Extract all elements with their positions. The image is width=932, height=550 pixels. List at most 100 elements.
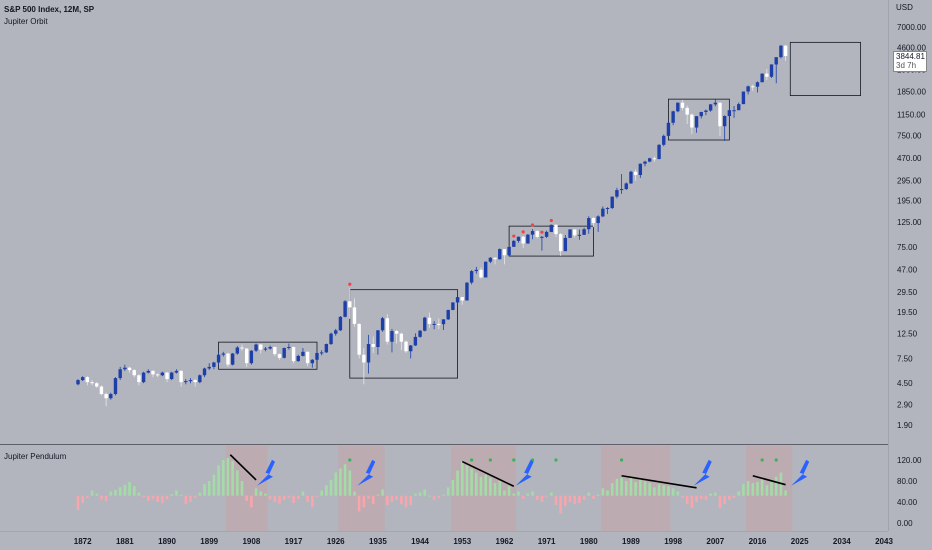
green-dot [619, 458, 624, 462]
histogram-bar [437, 495, 441, 498]
histogram-bar [184, 495, 188, 505]
histogram-bar [526, 493, 530, 496]
candle-body [273, 346, 277, 355]
candle-body [591, 218, 596, 224]
histogram-bar [165, 495, 169, 500]
histogram-bar [568, 495, 572, 502]
chart-title: S&P 500 Index, 12M, SP [4, 5, 95, 14]
candle-body [540, 236, 544, 238]
candle-body [305, 351, 310, 364]
candle-body [390, 331, 394, 342]
candle-body [432, 323, 436, 325]
blue-arrow-shape [515, 459, 534, 486]
blue-arrow-shape [257, 459, 276, 486]
histogram-bar [264, 493, 267, 496]
candle-body [221, 353, 225, 355]
candle-body [441, 319, 446, 325]
histogram-bar [86, 495, 89, 498]
histogram-bar [245, 495, 248, 501]
histogram-bar [709, 493, 712, 496]
histogram-bar [629, 476, 633, 496]
candle-body [423, 317, 427, 331]
candle-body [90, 382, 94, 384]
histogram-bar [564, 495, 567, 507]
time-tick-label: 1872 [74, 537, 92, 546]
red-dot [348, 282, 352, 286]
candle-body [657, 144, 661, 160]
candle-body [535, 231, 539, 237]
blue-arrow [515, 459, 534, 486]
time-tick-label: 1953 [453, 537, 471, 546]
candle-body [76, 380, 80, 385]
histogram-bar [132, 486, 136, 496]
price-tick-label: 47.00 [897, 266, 918, 275]
candle-body [755, 82, 760, 87]
trendline [229, 454, 257, 481]
candle-body [104, 394, 108, 399]
histogram-bar [409, 495, 413, 506]
candle-body [324, 344, 329, 353]
time-tick-label: 1899 [200, 537, 218, 546]
histogram-bar [723, 495, 726, 505]
histogram-bar [634, 482, 637, 496]
histogram-bar [198, 492, 202, 496]
histogram-bar [695, 495, 698, 502]
candle-body [460, 297, 464, 301]
candle-body [783, 45, 788, 57]
candle-body [601, 208, 605, 217]
histogram-bar [418, 492, 422, 496]
candle-body [610, 196, 614, 208]
histogram-bar [503, 490, 506, 496]
histogram-bar [521, 495, 525, 499]
histogram-bar [151, 495, 155, 499]
candle-body [619, 189, 624, 191]
candle-body [558, 234, 563, 252]
blue-arrow-shape [357, 459, 376, 486]
candle-body [483, 261, 488, 278]
candle-body [160, 372, 165, 376]
histogram-bar [456, 470, 459, 496]
currency-label: USD [896, 3, 913, 12]
indicator-name-pendulum[interactable]: Jupiter Pendulum [4, 452, 67, 461]
trendlines [229, 454, 786, 489]
time-tick-label: 1917 [285, 537, 303, 546]
histogram-bar [535, 495, 539, 500]
candle-body [779, 45, 783, 58]
histogram-bar [137, 492, 141, 496]
shaded-zone [450, 446, 516, 531]
candle-body [751, 86, 755, 88]
blue-arrow-shape [791, 459, 810, 486]
candle-body [498, 249, 502, 260]
histogram-bar [549, 492, 553, 496]
histogram-bar [311, 495, 314, 508]
histogram-bar [353, 491, 356, 496]
candle-body [694, 116, 699, 128]
candle-body [319, 352, 324, 354]
green-dot [554, 458, 558, 462]
histogram-bar [498, 481, 502, 496]
candle-body [633, 171, 638, 176]
candle-body [629, 171, 633, 184]
price-tick-label: 7.50 [897, 354, 913, 363]
candle-body [141, 372, 146, 383]
candle-body [526, 234, 530, 244]
candle-body [699, 111, 703, 117]
green-dot [512, 458, 516, 462]
histogram-bar [381, 489, 384, 496]
histogram-bar [100, 495, 103, 500]
candle-body [249, 350, 254, 364]
blue-arrow [257, 459, 276, 486]
histogram-bar [357, 495, 361, 512]
histogram-bar [507, 486, 511, 496]
price-tick-label: 4600.00 [897, 43, 926, 52]
candle-body [690, 114, 694, 128]
histogram-bar [123, 484, 127, 496]
indicator-name-main[interactable]: Jupiter Orbit [4, 17, 48, 26]
candle-body [512, 240, 516, 247]
histogram-bar [259, 491, 263, 496]
time-tick-label: 1989 [622, 537, 640, 546]
candle-body [587, 218, 591, 230]
candle-body [193, 380, 197, 383]
histogram-bar [146, 495, 150, 501]
candle-body [413, 336, 418, 346]
